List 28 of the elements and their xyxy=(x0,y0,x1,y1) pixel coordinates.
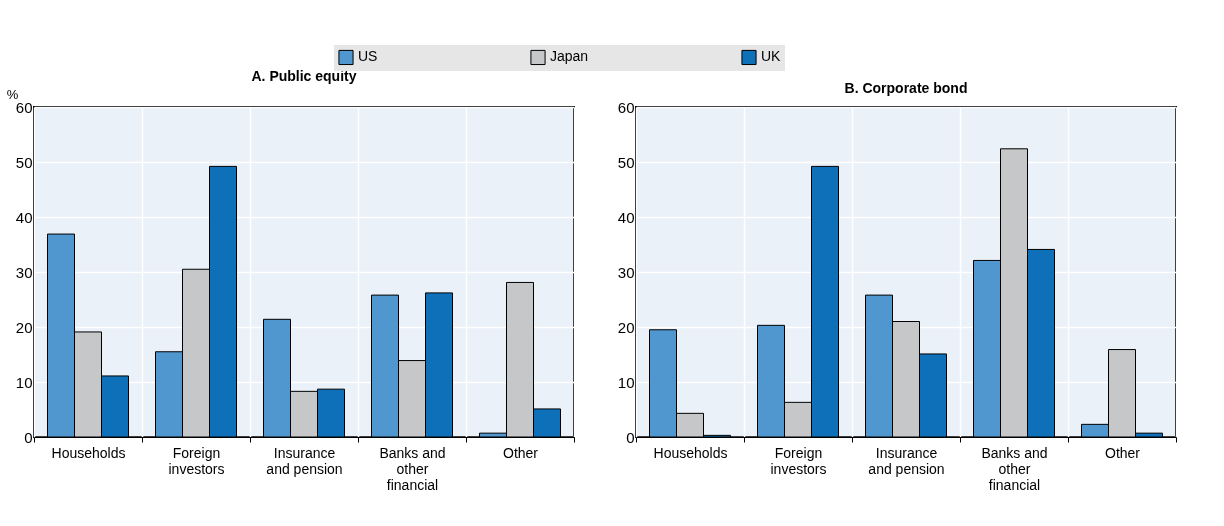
y-tick-label: 30 xyxy=(617,263,635,281)
y-tick-label: 50 xyxy=(15,153,33,171)
y-tick-label: 50 xyxy=(617,153,635,171)
y-tick-label: 20 xyxy=(617,318,635,336)
x-tick-label: Insurance and pension xyxy=(868,444,945,477)
x-tick-label: Foreign investors xyxy=(168,444,225,477)
x-tick-label: Households xyxy=(653,444,728,461)
y-tick-label: 60 xyxy=(617,98,635,116)
x-tick-label: Households xyxy=(51,444,126,461)
y-tick-label: 10 xyxy=(617,373,635,391)
x-tick-label: Insurance and pension xyxy=(266,444,343,477)
legend-label: US xyxy=(358,48,378,65)
y-tick-label: 30 xyxy=(15,263,33,281)
y-tick-label: 0 xyxy=(24,428,33,446)
x-tick-label: Foreign investors xyxy=(770,444,827,477)
chart-title: A. Public equity xyxy=(251,68,357,84)
x-tick-label: Banks and other financial xyxy=(379,444,446,493)
x-tick-label: Other xyxy=(502,444,539,461)
legend-label: UK xyxy=(761,48,782,65)
y-tick-label: 10 xyxy=(15,373,33,391)
x-tick-label: Banks and other financial xyxy=(981,444,1048,493)
chart-title: B. Corporate bond xyxy=(844,80,968,96)
y-tick-label: 40 xyxy=(15,208,33,226)
x-tick-label: Other xyxy=(1104,444,1141,461)
y-tick-label: 0 xyxy=(626,428,635,446)
y-tick-label: 20 xyxy=(15,318,33,336)
y-tick-label: 40 xyxy=(617,208,635,226)
legend-label: Japan xyxy=(550,48,589,65)
